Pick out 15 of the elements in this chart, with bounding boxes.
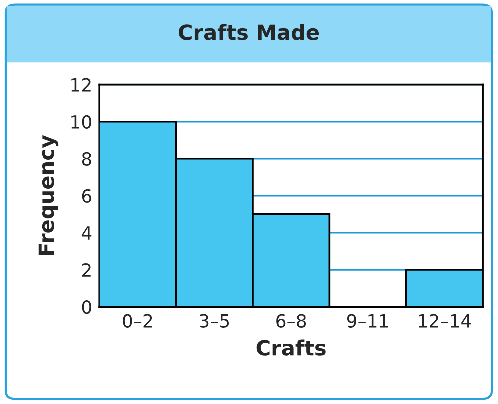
y-tick-label: 12 <box>72 78 91 92</box>
y-tick-label: 2 <box>82 263 91 277</box>
y-tick-label: 6 <box>82 189 92 204</box>
y-tick-label: 4 <box>82 226 92 240</box>
x-tick-label: 3–5 <box>200 314 230 328</box>
y-axis-title: Frequency <box>38 135 59 255</box>
x-axis-title: Crafts <box>256 340 326 356</box>
x-tick-label: 9–11 <box>347 314 388 328</box>
x-tick-label: 0–2 <box>123 314 152 328</box>
y-tick-label: 8 <box>82 152 92 166</box>
x-tick-label: 12–14 <box>419 314 472 328</box>
y-tick-label: 0 <box>82 300 92 314</box>
y-tick-label: 10 <box>72 115 92 129</box>
chart-title: Crafts Made <box>178 24 320 40</box>
x-tick-label: 6–8 <box>276 314 306 328</box>
